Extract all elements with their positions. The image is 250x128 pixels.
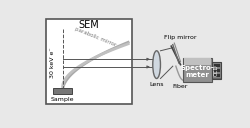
Text: parabolic mirror: parabolic mirror [74,26,116,47]
Bar [213,68,220,72]
Text: Lens: Lens [149,82,164,87]
Text: CCD: CCD [214,64,219,76]
Bar [183,58,212,82]
Bar [212,62,221,78]
Text: 30 keV e⁻: 30 keV e⁻ [50,48,55,78]
Bar [184,58,211,65]
Bar [46,19,132,104]
Bar [213,63,220,67]
Bar [213,73,220,77]
Bar [54,88,72,94]
Text: Flip mirror: Flip mirror [164,35,196,40]
Text: Spectro-
meter: Spectro- meter [180,65,214,78]
Ellipse shape [153,51,160,78]
Text: SEM: SEM [78,20,99,30]
Text: Sample: Sample [51,97,74,102]
Text: Fiber: Fiber [172,84,188,89]
